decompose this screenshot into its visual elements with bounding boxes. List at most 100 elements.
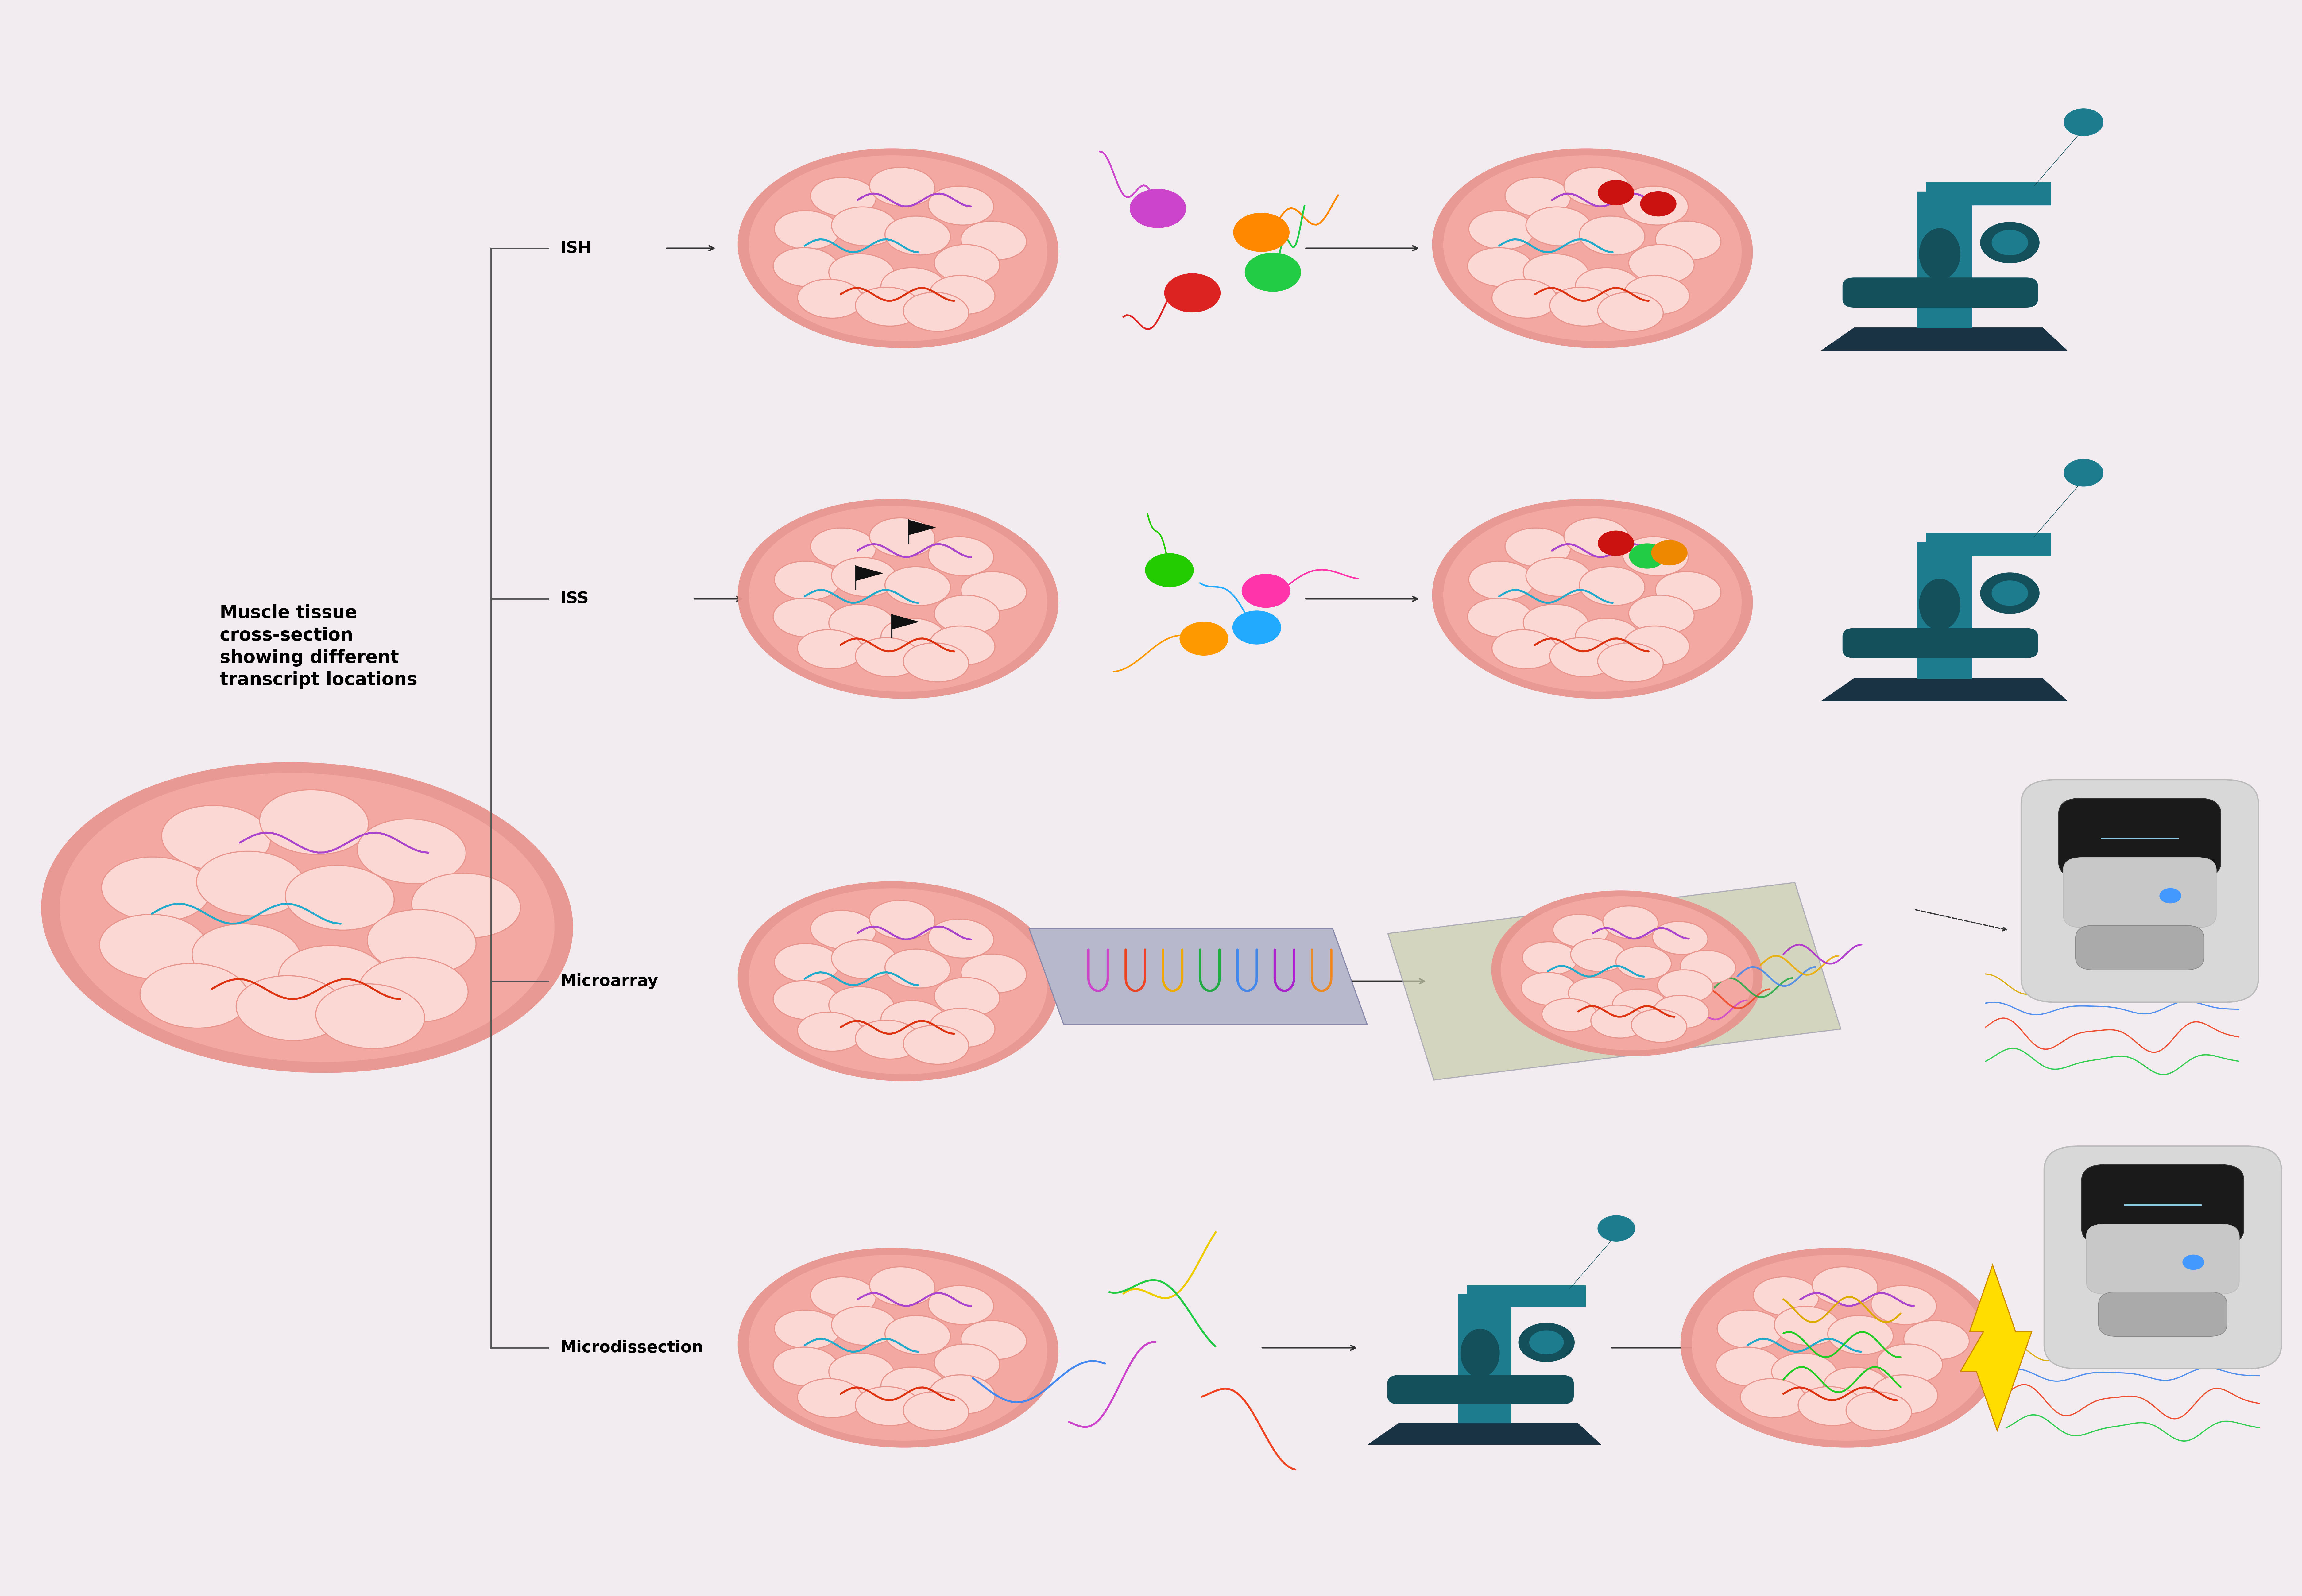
FancyBboxPatch shape xyxy=(2086,1224,2240,1294)
Ellipse shape xyxy=(1469,247,1533,287)
Ellipse shape xyxy=(831,557,898,597)
Ellipse shape xyxy=(870,1267,935,1306)
Ellipse shape xyxy=(1920,579,1961,630)
Ellipse shape xyxy=(1524,605,1588,643)
Ellipse shape xyxy=(60,772,555,1061)
Ellipse shape xyxy=(161,806,269,870)
Ellipse shape xyxy=(748,1254,1047,1441)
Text: Microarray: Microarray xyxy=(559,974,658,990)
Ellipse shape xyxy=(928,536,994,576)
Circle shape xyxy=(1245,252,1301,292)
Circle shape xyxy=(1991,230,2028,255)
Ellipse shape xyxy=(829,986,893,1026)
Polygon shape xyxy=(909,520,935,535)
Ellipse shape xyxy=(1632,1009,1687,1042)
Ellipse shape xyxy=(930,276,994,314)
Ellipse shape xyxy=(856,1387,921,1425)
Ellipse shape xyxy=(1469,598,1533,637)
Ellipse shape xyxy=(960,954,1027,993)
FancyBboxPatch shape xyxy=(2081,1165,2244,1245)
Ellipse shape xyxy=(1526,557,1591,597)
Ellipse shape xyxy=(1616,946,1671,980)
Ellipse shape xyxy=(1575,268,1641,306)
Ellipse shape xyxy=(773,247,838,287)
Polygon shape xyxy=(1459,1294,1510,1424)
Ellipse shape xyxy=(41,763,573,1073)
Ellipse shape xyxy=(902,643,969,681)
Ellipse shape xyxy=(1526,207,1591,246)
Circle shape xyxy=(1241,575,1289,608)
Ellipse shape xyxy=(1554,915,1609,948)
Ellipse shape xyxy=(1655,571,1722,611)
Circle shape xyxy=(2159,889,2180,903)
Ellipse shape xyxy=(1549,638,1616,677)
Ellipse shape xyxy=(140,964,249,1028)
Circle shape xyxy=(1980,573,2040,613)
Ellipse shape xyxy=(1653,921,1708,954)
Ellipse shape xyxy=(1798,1387,1865,1425)
Ellipse shape xyxy=(856,287,921,326)
Ellipse shape xyxy=(810,528,877,567)
Ellipse shape xyxy=(1522,972,1577,1005)
Ellipse shape xyxy=(1680,1248,2000,1448)
Ellipse shape xyxy=(1524,254,1588,292)
Ellipse shape xyxy=(101,857,209,921)
Ellipse shape xyxy=(902,1025,969,1065)
Text: ISS: ISS xyxy=(559,591,589,606)
Ellipse shape xyxy=(1630,244,1694,284)
Ellipse shape xyxy=(1655,222,1722,260)
Ellipse shape xyxy=(1432,500,1752,699)
Polygon shape xyxy=(1918,192,1973,327)
Circle shape xyxy=(2065,460,2104,487)
FancyBboxPatch shape xyxy=(1842,629,2037,658)
Ellipse shape xyxy=(831,207,898,246)
Ellipse shape xyxy=(196,851,306,916)
Ellipse shape xyxy=(930,626,994,666)
Ellipse shape xyxy=(1812,1267,1878,1306)
Circle shape xyxy=(1130,188,1186,228)
Ellipse shape xyxy=(1563,517,1630,557)
Ellipse shape xyxy=(739,881,1059,1080)
Ellipse shape xyxy=(870,168,935,206)
Ellipse shape xyxy=(773,943,840,983)
Ellipse shape xyxy=(1542,999,1598,1031)
FancyBboxPatch shape xyxy=(2063,857,2217,927)
Ellipse shape xyxy=(960,1320,1027,1360)
Ellipse shape xyxy=(1876,1344,1943,1384)
Ellipse shape xyxy=(1443,506,1743,691)
Ellipse shape xyxy=(1522,942,1577,975)
Ellipse shape xyxy=(359,958,467,1023)
Ellipse shape xyxy=(412,873,520,938)
Ellipse shape xyxy=(748,506,1047,691)
Circle shape xyxy=(1519,1323,1575,1361)
Ellipse shape xyxy=(1717,1310,1782,1349)
Ellipse shape xyxy=(773,1310,840,1349)
Ellipse shape xyxy=(237,975,345,1041)
Ellipse shape xyxy=(829,254,893,292)
Polygon shape xyxy=(1466,1285,1586,1307)
FancyBboxPatch shape xyxy=(2058,798,2221,878)
Circle shape xyxy=(1598,1216,1634,1242)
Circle shape xyxy=(1232,611,1280,645)
Circle shape xyxy=(1529,1331,1563,1353)
Ellipse shape xyxy=(1469,211,1533,249)
Ellipse shape xyxy=(1549,287,1616,326)
Circle shape xyxy=(1165,273,1220,313)
Ellipse shape xyxy=(191,924,302,988)
Ellipse shape xyxy=(773,598,838,637)
Ellipse shape xyxy=(829,605,893,643)
Circle shape xyxy=(1980,222,2040,263)
Ellipse shape xyxy=(1492,891,1763,1057)
FancyBboxPatch shape xyxy=(2076,926,2203,970)
Ellipse shape xyxy=(1432,148,1752,348)
Ellipse shape xyxy=(739,500,1059,699)
Ellipse shape xyxy=(829,1353,893,1392)
Ellipse shape xyxy=(882,268,946,306)
Ellipse shape xyxy=(796,1379,863,1417)
Ellipse shape xyxy=(870,900,935,938)
Ellipse shape xyxy=(1492,279,1558,318)
Ellipse shape xyxy=(935,1344,999,1384)
Ellipse shape xyxy=(884,567,951,605)
Ellipse shape xyxy=(315,983,424,1049)
Ellipse shape xyxy=(810,1277,877,1315)
